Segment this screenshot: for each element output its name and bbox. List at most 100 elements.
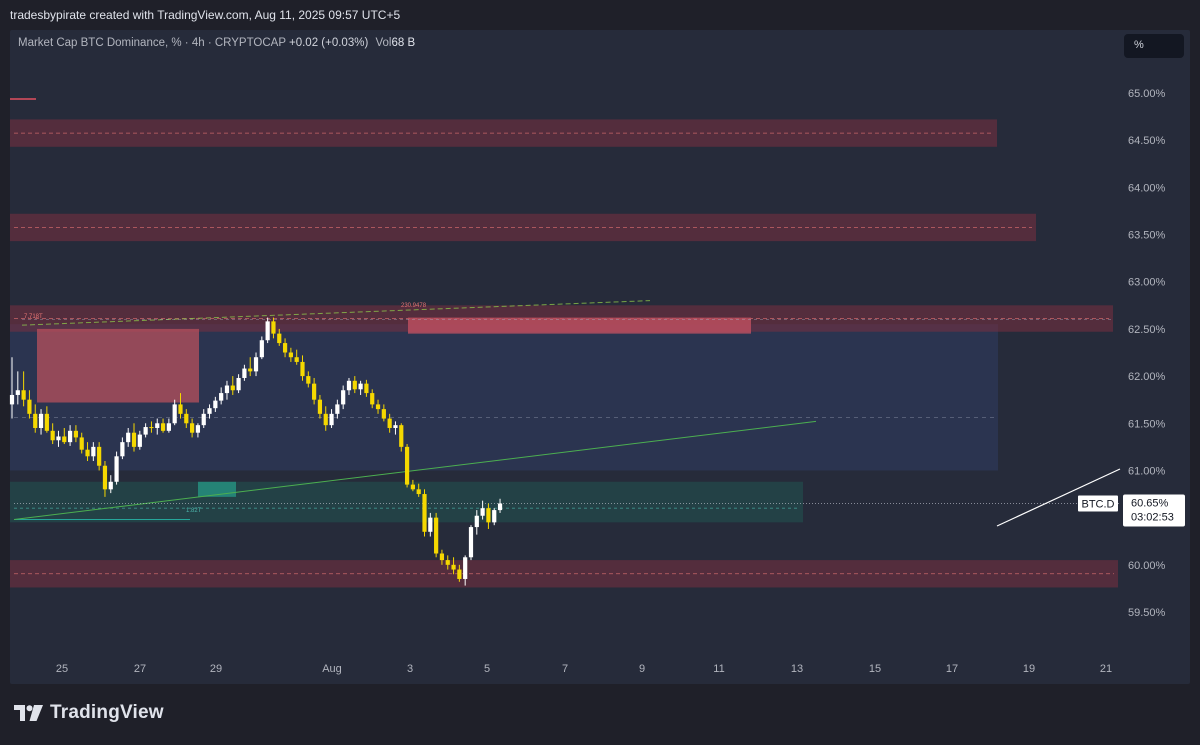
candle: [102, 461, 108, 497]
candle: [399, 423, 404, 452]
candle: [375, 399, 381, 414]
candle-body: [56, 436, 61, 441]
price-tag-value: 60.65%: [1131, 497, 1169, 509]
zones-layer: [10, 98, 1118, 588]
candle: [497, 498, 503, 513]
upper-trendline: [21, 300, 651, 326]
candle-body: [108, 481, 113, 490]
candle: [213, 396, 218, 412]
candle: [236, 374, 241, 394]
candle: [253, 352, 259, 377]
candle-body: [149, 427, 154, 429]
candle-body: [85, 449, 90, 457]
candle-body: [248, 368, 253, 372]
candle-body: [439, 553, 445, 561]
x-tick-label: 11: [713, 663, 724, 675]
candle: [416, 483, 421, 497]
candle: [73, 425, 79, 443]
x-tick-label: 9: [639, 663, 645, 675]
candle: [271, 317, 276, 339]
x-tick-label: 19: [1023, 663, 1035, 675]
candle-body: [410, 484, 415, 490]
candle-body: [207, 408, 212, 414]
candle: [282, 338, 288, 358]
candle-body: [9, 394, 15, 405]
candle-body: [282, 343, 288, 353]
candle-body: [271, 321, 276, 334]
candle-body: [492, 510, 497, 523]
candle-body: [480, 508, 485, 516]
candle-body: [381, 409, 386, 419]
candle: [277, 328, 282, 346]
order-block-left: [37, 328, 199, 403]
candle-body: [497, 503, 503, 511]
candle-body: [213, 400, 218, 409]
candle-body: [364, 383, 369, 394]
candle-body: [242, 368, 247, 378]
bottom-annotation: 1.82T: [186, 508, 202, 514]
candle-body: [428, 517, 433, 532]
y-tick-label: 64.50%: [1128, 135, 1166, 147]
candle: [312, 377, 317, 405]
support-zone: [10, 481, 803, 523]
candle: [184, 409, 189, 428]
candle: [38, 409, 44, 435]
footer: [0, 684, 1200, 745]
candle: [230, 376, 235, 395]
candle-body: [434, 517, 439, 554]
candle-body: [195, 425, 201, 433]
candle: [352, 376, 357, 394]
candle-body: [463, 557, 468, 579]
candle: [62, 427, 67, 445]
candle-body: [306, 376, 311, 384]
candle-body: [468, 527, 474, 558]
symbol-legend[interactable]: Market Cap BTC Dominance, % · 4h · CRYPT…: [18, 37, 415, 49]
candle-body: [317, 399, 323, 414]
candle: [172, 399, 177, 426]
candle-body: [120, 442, 125, 457]
x-tick-label: 27: [134, 663, 146, 675]
x-tick-label: 5: [484, 663, 490, 675]
candle-body: [323, 413, 328, 426]
candle-body: [160, 423, 166, 431]
candle-body: [259, 340, 264, 358]
annotations-layer: BTC.D 60.65% 03:02:53 7.718T 230.9478 1.82T: [24, 303, 1185, 527]
percent-scale-button[interactable]: %: [1124, 34, 1184, 58]
candle: [445, 555, 450, 570]
candle-body: [265, 321, 270, 341]
candle: [143, 423, 148, 438]
candle: [329, 409, 334, 428]
candle-body: [404, 446, 410, 485]
candle: [178, 393, 183, 419]
candle-body: [335, 404, 340, 414]
candle-body: [44, 413, 49, 431]
candle: [195, 423, 201, 438]
candle-body: [126, 432, 131, 443]
candle-body: [91, 446, 96, 457]
candle: [149, 421, 154, 433]
legend-title: Market Cap BTC Dominance, % · 4h · CRYPT…: [18, 37, 286, 49]
candle-body: [68, 430, 73, 443]
candle-body: [457, 569, 462, 579]
candle: [428, 512, 433, 537]
candle: [294, 349, 299, 365]
candle: [306, 371, 311, 388]
candle-body: [294, 357, 299, 362]
candle-body: [352, 380, 357, 390]
candle: [300, 355, 305, 381]
symbol-tag-bg: [1078, 495, 1118, 512]
candle: [108, 475, 113, 494]
candle: [404, 444, 410, 488]
candle-body: [341, 390, 346, 405]
y-tick-label: 59.50%: [1128, 607, 1166, 619]
candle: [166, 418, 171, 433]
candle-body: [62, 436, 67, 443]
tradingview-brand: TradingView: [14, 702, 164, 724]
top-annotation: 230.9478: [401, 303, 427, 309]
candle: [126, 427, 131, 447]
candle: [137, 430, 142, 450]
candle-body: [79, 437, 84, 450]
candle-body: [172, 404, 177, 424]
candle: [207, 404, 212, 419]
